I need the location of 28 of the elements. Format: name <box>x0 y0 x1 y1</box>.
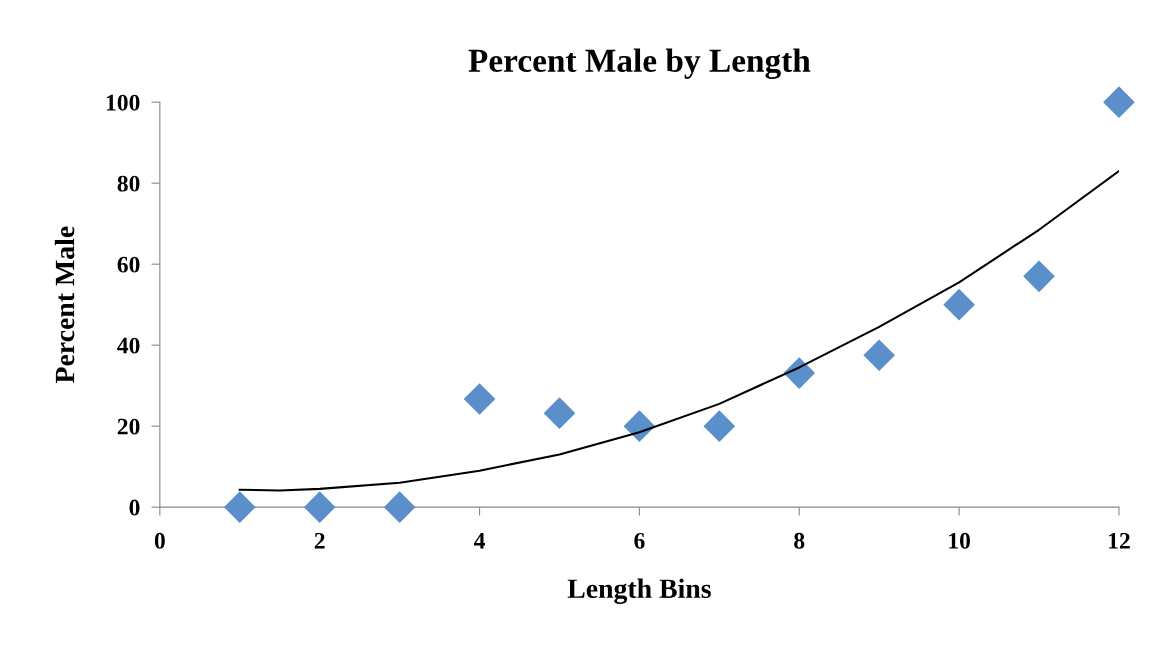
x-tick-label: 4 <box>473 532 486 549</box>
y-tick-label: 80 <box>117 175 140 192</box>
chart-title: Percent Male by Length <box>468 48 811 80</box>
x-tick-label: 0 <box>154 532 165 549</box>
point <box>463 383 496 415</box>
point <box>223 491 256 523</box>
point <box>783 357 816 389</box>
x-tick-label: 8 <box>794 532 805 549</box>
y-tick-label: 20 <box>117 418 140 435</box>
y-tick-label: 100 <box>106 94 140 111</box>
x-tick-label: 6 <box>634 532 645 549</box>
y-tick-label: 0 <box>129 499 140 516</box>
point <box>383 491 416 523</box>
point <box>1023 260 1055 293</box>
point <box>863 339 896 372</box>
point <box>703 410 736 442</box>
x-tick-label: 10 <box>949 532 971 549</box>
point <box>543 397 576 430</box>
y-axis-title: Percent Male <box>54 226 75 383</box>
x-tick-label: 2 <box>314 532 325 549</box>
x-axis-title: Length Bins <box>567 578 711 604</box>
point <box>1103 86 1135 119</box>
point <box>943 288 975 321</box>
point <box>303 491 336 523</box>
y-tick-label: 40 <box>117 337 140 354</box>
x-tick-label: 12 <box>1109 532 1130 549</box>
point <box>623 410 656 442</box>
y-tick-label: 60 <box>117 256 140 273</box>
